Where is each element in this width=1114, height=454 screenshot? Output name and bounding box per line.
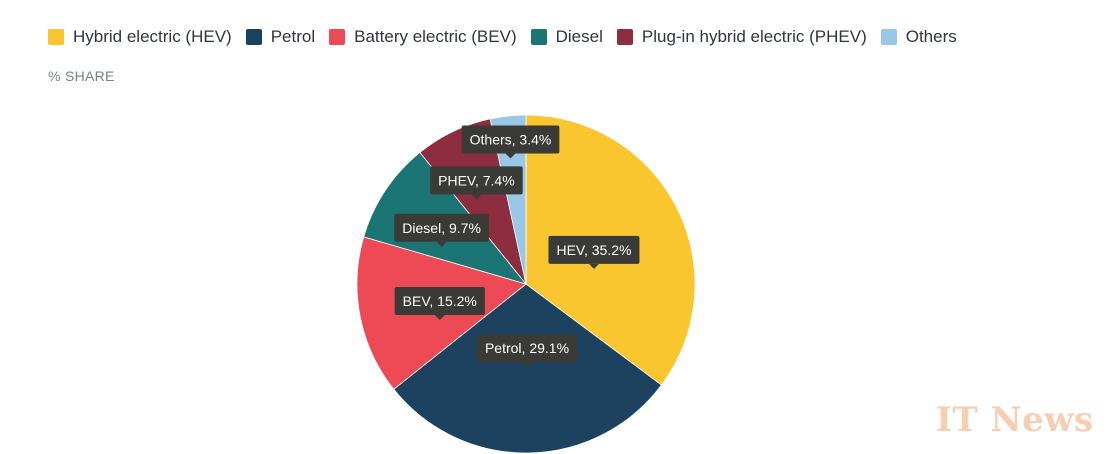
pie-slice-petrol[interactable] — [393, 283, 663, 454]
data-label-pointer-bev — [434, 315, 445, 321]
data-label-phev: PHEV, 7.4% — [430, 166, 523, 200]
data-label-text-phev: PHEV, 7.4% — [438, 172, 515, 188]
legend-item-others[interactable]: Others — [880, 27, 957, 47]
legend-item-diesel[interactable]: Diesel — [530, 27, 603, 47]
legend-item-bev[interactable]: Battery electric (BEV) — [329, 27, 517, 47]
data-label-hev: HEV, 35.2% — [548, 235, 640, 269]
legend-label-petrol: Petrol — [270, 27, 316, 46]
unit-label: % SHARE — [48, 68, 115, 84]
legend-item-hev[interactable]: Hybrid electric (HEV) — [48, 27, 232, 47]
data-label-box-hev — [548, 235, 640, 264]
data-label-text-hev: HEV, 35.2% — [556, 242, 631, 258]
legend-swatch-others — [880, 29, 897, 45]
legend-item-petrol[interactable]: Petrol — [245, 27, 316, 47]
legend-swatch-petrol — [245, 29, 262, 45]
data-label-text-bev: BEV, 15.2% — [403, 293, 477, 309]
legend-swatch-diesel — [530, 29, 547, 45]
legend-swatch-hev — [48, 29, 64, 45]
legend-item-phev[interactable]: Plug-in hybrid electric (PHEV) — [616, 27, 867, 47]
data-label-petrol: Petrol, 29.1% — [476, 334, 578, 368]
legend-label-bev: Battery electric (BEV) — [354, 27, 517, 46]
legend-swatch-phev — [616, 29, 633, 45]
legend-label-others: Others — [905, 27, 957, 46]
pie-slice-others[interactable] — [489, 114, 527, 285]
pie-data-labels: HEV, 35.2% Petrol, 29.1% BEV, 15.2% Diesel,… — [394, 125, 640, 368]
legend-label-diesel: Diesel — [555, 27, 603, 46]
data-label-pointer-phev — [471, 194, 482, 200]
data-label-text-others: Others, 3.4% — [470, 131, 552, 147]
data-label-pointer-petrol — [522, 362, 533, 368]
pie-slices — [356, 114, 696, 454]
data-label-bev: BEV, 15.2% — [394, 287, 485, 321]
data-label-box-others — [461, 125, 560, 154]
legend-swatch-bev — [329, 29, 346, 45]
data-label-text-diesel: Diesel, 9.7% — [402, 220, 481, 236]
data-label-others: Others, 3.4% — [461, 125, 560, 159]
chart-legend: Hybrid electric (HEV) Petrol Battery ele… — [48, 27, 971, 47]
data-label-pointer-diesel — [436, 241, 447, 247]
data-label-box-petrol — [476, 334, 578, 363]
data-label-box-bev — [394, 287, 485, 316]
watermark-logo: IT News — [936, 400, 1094, 440]
legend-label-hev: Hybrid electric (HEV) — [73, 27, 232, 46]
data-label-diesel: Diesel, 9.7% — [394, 213, 489, 247]
data-label-box-phev — [430, 166, 523, 195]
data-label-pointer-others — [505, 153, 516, 159]
legend-label-phev: Plug-in hybrid electric (PHEV) — [641, 27, 867, 46]
data-label-pointer-hev — [588, 263, 599, 269]
data-label-text-petrol: Petrol, 29.1% — [485, 340, 569, 356]
data-label-box-diesel — [394, 213, 489, 242]
